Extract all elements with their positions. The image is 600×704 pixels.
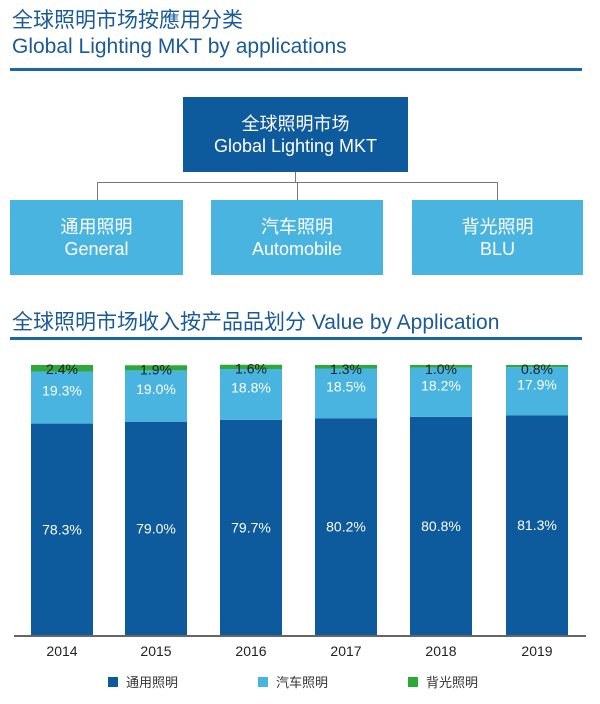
data-label: 80.8%: [421, 518, 461, 534]
child-cn: 汽车照明: [261, 216, 333, 237]
legend-swatch: [408, 676, 418, 687]
title-en: Global Lighting MKT by applications: [12, 35, 347, 58]
chart-title-underline: [10, 337, 582, 340]
data-label: 79.7%: [231, 519, 271, 535]
bar-segment: [31, 371, 93, 424]
bar-segment: [506, 365, 568, 368]
child-en: Automobile: [251, 238, 343, 259]
legend-label: 背光照明: [426, 675, 479, 690]
legend-item-auto: 汽车照明: [258, 672, 328, 691]
data-label: 2.4%: [46, 361, 78, 377]
legend-item-blu: 背光照明: [408, 672, 478, 691]
data-label: 18.5%: [326, 378, 366, 394]
data-label: 78.3%: [42, 521, 82, 537]
root-en: Global Lighting MKT: [213, 135, 378, 156]
x-tick-label: 2017: [330, 643, 361, 659]
bar-segment: [31, 365, 93, 372]
bar-segment: [220, 419, 282, 635]
bar-segment: [220, 369, 282, 420]
legend-swatch: [108, 676, 118, 687]
bar-segment: [410, 367, 472, 417]
bar-segment: [125, 365, 187, 371]
tree-root-box: 全球照明市场 Global Lighting MKT: [183, 97, 408, 172]
data-label: 18.8%: [231, 379, 271, 395]
x-tick-label: 2018: [425, 643, 456, 659]
data-label: 80.2%: [326, 519, 366, 535]
connector: [497, 182, 498, 200]
data-label: 1.6%: [235, 361, 267, 377]
tree-child-blu: 背光照明 BLU: [412, 200, 583, 275]
root-cn: 全球照明市场: [241, 113, 350, 134]
bar-segment: [506, 415, 568, 635]
data-label: 1.0%: [425, 361, 457, 377]
bar-segment: [220, 364, 282, 370]
data-label: 19.0%: [136, 381, 176, 397]
data-label: 1.9%: [140, 361, 172, 377]
child-en: General: [64, 238, 129, 259]
data-label: 81.3%: [517, 517, 557, 533]
bar-segment: [506, 367, 568, 416]
x-tick-label: 2015: [140, 643, 171, 659]
bar-segment: [315, 368, 377, 419]
title-underline: [10, 68, 582, 71]
title-cn: 全球照明市场按應用分类: [12, 9, 243, 32]
bar-segment: [125, 421, 187, 635]
connector: [297, 182, 298, 200]
data-label: 1.3%: [330, 361, 362, 377]
legend-swatch: [258, 676, 268, 687]
legend-item-general: 通用照明: [108, 672, 178, 691]
data-label: 0.8%: [521, 361, 553, 377]
bar-segment: [410, 365, 472, 368]
child-en: BLU: [479, 238, 515, 259]
legend-label: 汽车照明: [276, 675, 329, 690]
legend-label: 通用照明: [126, 675, 179, 690]
data-label: 19.3%: [42, 383, 82, 399]
data-label: 79.0%: [136, 520, 176, 536]
data-label: 17.9%: [517, 376, 557, 392]
connector: [97, 182, 98, 200]
tree-child-general: 通用照明 General: [10, 200, 183, 275]
bar-segment: [315, 365, 377, 369]
x-tick-label: 2019: [521, 643, 552, 659]
tree-child-automobile: 汽车照明 Automobile: [211, 200, 383, 275]
bar-segment: [315, 418, 377, 635]
bar-segment: [410, 416, 472, 635]
chart-title: 全球照明市场收入按产品品划分 Value by Application: [12, 311, 500, 334]
child-cn: 通用照明: [60, 216, 133, 237]
child-cn: 背光照明: [461, 216, 534, 237]
bar-segment: [125, 370, 187, 422]
page-title: 全球照明市场按應用分类 Global Lighting MKT by appli…: [12, 8, 347, 60]
x-tick-label: 2014: [46, 643, 77, 659]
bar-segment: [31, 423, 93, 635]
data-label: 18.2%: [421, 377, 461, 393]
x-tick-label: 2016: [235, 643, 266, 659]
connector: [295, 172, 296, 182]
